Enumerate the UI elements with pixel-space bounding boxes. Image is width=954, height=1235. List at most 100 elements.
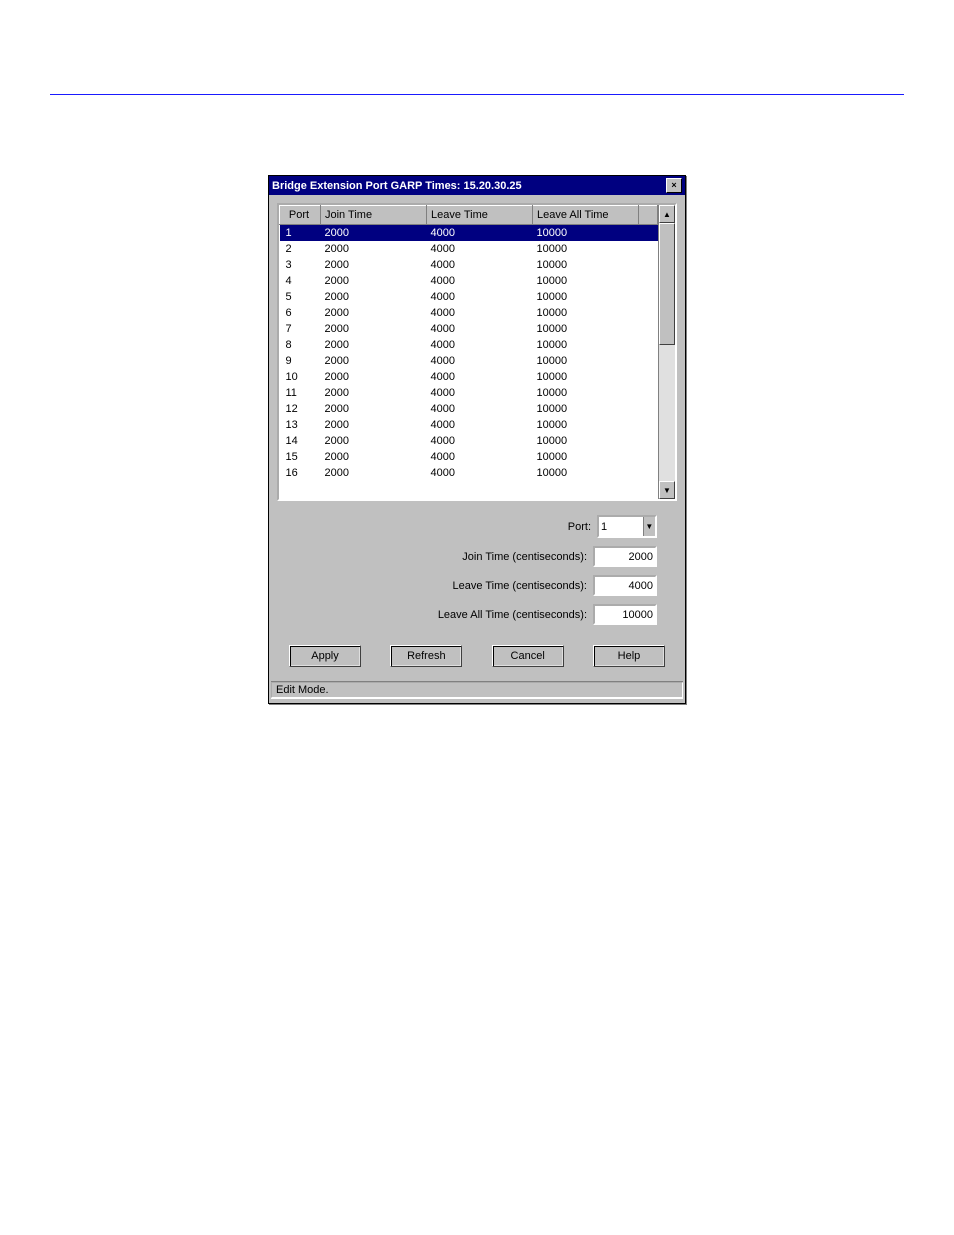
close-icon[interactable]: ×: [666, 178, 682, 193]
col-join[interactable]: Join Time: [321, 206, 427, 225]
cell-port: 1: [280, 225, 321, 242]
cell-leaveall: 10000: [533, 401, 639, 417]
cell-port: 15: [280, 449, 321, 465]
cell-spacer: [639, 465, 658, 481]
cell-port: 6: [280, 305, 321, 321]
cell-leaveall: 10000: [533, 417, 639, 433]
cell-leave: 4000: [427, 305, 533, 321]
col-port[interactable]: Port: [280, 206, 321, 225]
scroll-track[interactable]: [659, 223, 675, 481]
cell-spacer: [639, 385, 658, 401]
page-divider: [50, 94, 904, 95]
cell-join: 2000: [321, 433, 427, 449]
scroll-down-icon[interactable]: ▼: [659, 481, 675, 499]
cell-leaveall: 10000: [533, 337, 639, 353]
cell-spacer: [639, 433, 658, 449]
cell-leaveall: 10000: [533, 225, 639, 242]
cell-spacer: [639, 353, 658, 369]
table-row[interactable]: 72000400010000: [280, 321, 658, 337]
vertical-scrollbar[interactable]: ▲ ▼: [658, 205, 675, 499]
cell-leaveall: 10000: [533, 353, 639, 369]
cell-leaveall: 10000: [533, 449, 639, 465]
cell-join: 2000: [321, 353, 427, 369]
cell-port: 5: [280, 289, 321, 305]
dialog-window: Bridge Extension Port GARP Times: 15.20.…: [268, 175, 686, 704]
col-leaveall[interactable]: Leave All Time: [533, 206, 639, 225]
join-time-input[interactable]: [593, 546, 657, 567]
cell-join: 2000: [321, 337, 427, 353]
leave-time-input[interactable]: [593, 575, 657, 596]
edit-form: Port: ▼ Join Time (centiseconds): Leave …: [277, 501, 677, 639]
table-row[interactable]: 132000400010000: [280, 417, 658, 433]
cell-leave: 4000: [427, 289, 533, 305]
cell-port: 14: [280, 433, 321, 449]
leaveall-time-input[interactable]: [593, 604, 657, 625]
cell-spacer: [639, 225, 658, 242]
cell-spacer: [639, 241, 658, 257]
table-row[interactable]: 82000400010000: [280, 337, 658, 353]
leave-time-label: Leave Time (centiseconds):: [452, 580, 587, 592]
table-row[interactable]: 122000400010000: [280, 401, 658, 417]
cell-leaveall: 10000: [533, 433, 639, 449]
cancel-button[interactable]: Cancel: [492, 645, 564, 667]
table-row[interactable]: 112000400010000: [280, 385, 658, 401]
table-row[interactable]: 102000400010000: [280, 369, 658, 385]
cell-join: 2000: [321, 385, 427, 401]
cell-leave: 4000: [427, 241, 533, 257]
col-spacer: [639, 206, 658, 225]
table-row[interactable]: 92000400010000: [280, 353, 658, 369]
cell-port: 11: [280, 385, 321, 401]
cell-port: 3: [280, 257, 321, 273]
cell-leaveall: 10000: [533, 465, 639, 481]
cell-join: 2000: [321, 449, 427, 465]
cell-leaveall: 10000: [533, 241, 639, 257]
cell-join: 2000: [321, 369, 427, 385]
cell-port: 12: [280, 401, 321, 417]
table-row[interactable]: 12000400010000: [280, 225, 658, 242]
leaveall-time-label: Leave All Time (centiseconds):: [438, 609, 587, 621]
port-table[interactable]: Port Join Time Leave Time Leave All Time…: [279, 205, 658, 481]
cell-port: 7: [280, 321, 321, 337]
scroll-up-icon[interactable]: ▲: [659, 205, 675, 223]
cell-leave: 4000: [427, 369, 533, 385]
col-leave[interactable]: Leave Time: [427, 206, 533, 225]
table-row[interactable]: 42000400010000: [280, 273, 658, 289]
cell-port: 16: [280, 465, 321, 481]
chevron-down-icon[interactable]: ▼: [643, 517, 655, 536]
refresh-button[interactable]: Refresh: [390, 645, 462, 667]
table-row[interactable]: 162000400010000: [280, 465, 658, 481]
table-row[interactable]: 32000400010000: [280, 257, 658, 273]
cell-spacer: [639, 273, 658, 289]
table-header-row: Port Join Time Leave Time Leave All Time: [280, 206, 658, 225]
port-select-value[interactable]: [599, 517, 643, 536]
scroll-thumb[interactable]: [659, 223, 675, 345]
cell-leaveall: 10000: [533, 321, 639, 337]
table-row[interactable]: 22000400010000: [280, 241, 658, 257]
cell-join: 2000: [321, 241, 427, 257]
port-table-panel: Port Join Time Leave Time Leave All Time…: [277, 203, 677, 501]
cell-join: 2000: [321, 289, 427, 305]
port-select[interactable]: ▼: [597, 515, 657, 538]
cell-join: 2000: [321, 417, 427, 433]
cell-spacer: [639, 417, 658, 433]
cell-leave: 4000: [427, 273, 533, 289]
table-row[interactable]: 62000400010000: [280, 305, 658, 321]
cell-spacer: [639, 369, 658, 385]
cell-leave: 4000: [427, 337, 533, 353]
cell-join: 2000: [321, 305, 427, 321]
table-row[interactable]: 142000400010000: [280, 433, 658, 449]
cell-port: 4: [280, 273, 321, 289]
cell-port: 9: [280, 353, 321, 369]
table-row[interactable]: 52000400010000: [280, 289, 658, 305]
cell-leaveall: 10000: [533, 289, 639, 305]
table-row[interactable]: 152000400010000: [280, 449, 658, 465]
cell-spacer: [639, 289, 658, 305]
cell-leave: 4000: [427, 449, 533, 465]
cell-leave: 4000: [427, 401, 533, 417]
cell-port: 8: [280, 337, 321, 353]
cell-spacer: [639, 257, 658, 273]
help-button[interactable]: Help: [593, 645, 665, 667]
cell-spacer: [639, 305, 658, 321]
title-bar[interactable]: Bridge Extension Port GARP Times: 15.20.…: [269, 176, 685, 195]
apply-button[interactable]: Apply: [289, 645, 361, 667]
